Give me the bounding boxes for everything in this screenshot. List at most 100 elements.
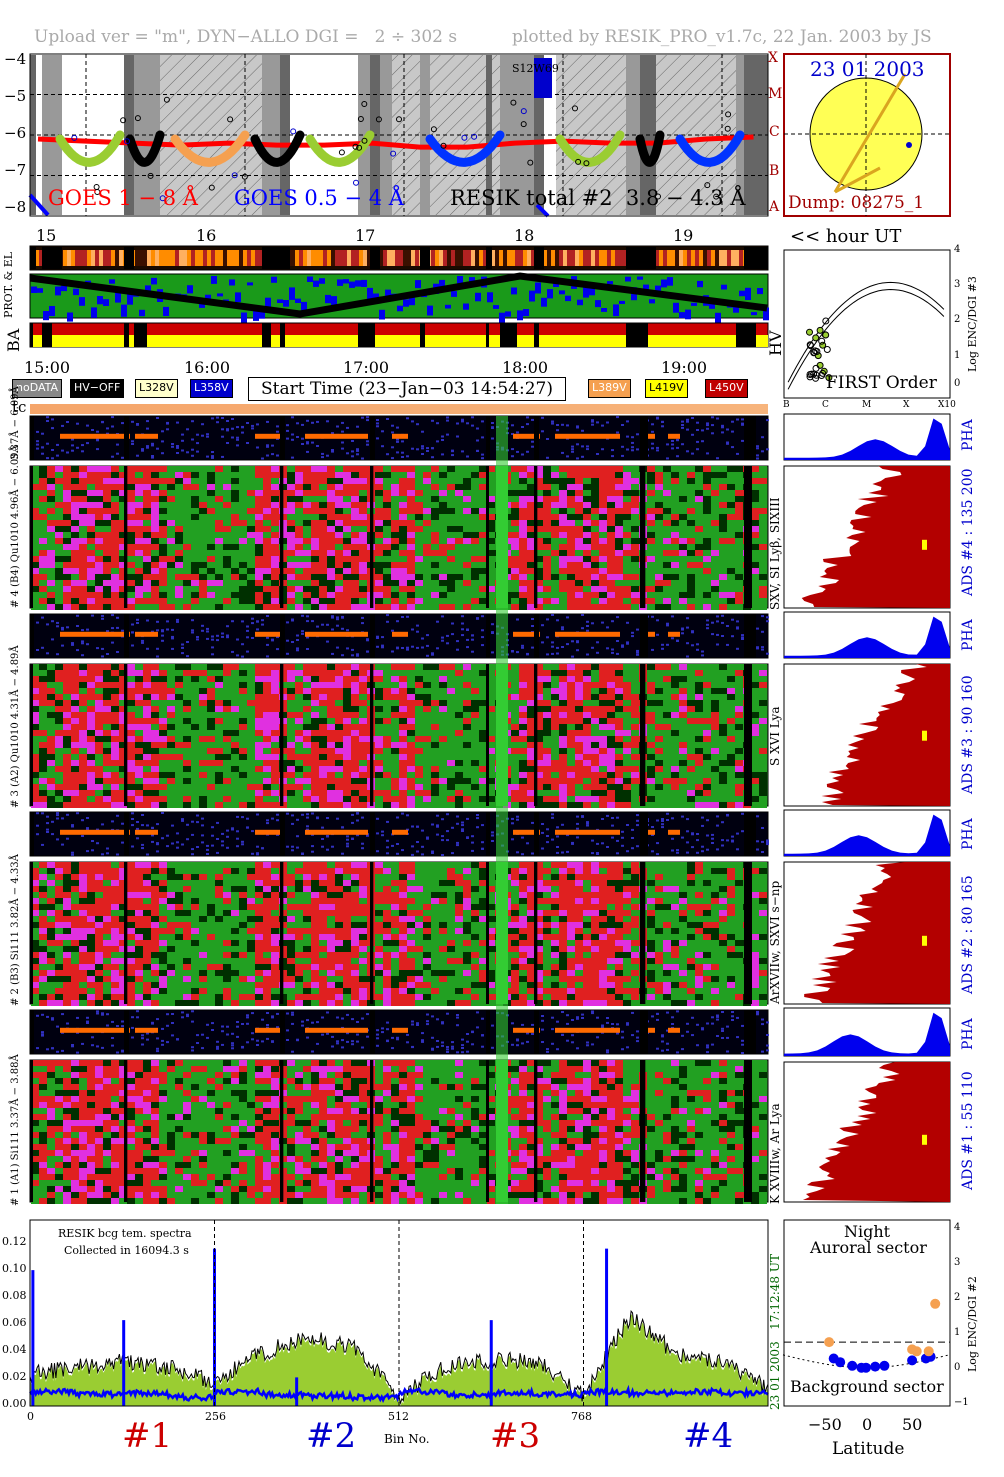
pha-noise: [291, 1022, 294, 1025]
pha-noise: [716, 1015, 719, 1018]
spectro-cell: [95, 682, 103, 688]
pha-noise: [211, 653, 214, 656]
pha-noise: [616, 1032, 619, 1035]
spectro-cell: [71, 490, 79, 496]
pha-noise: [661, 826, 664, 829]
spectro-cell: [647, 580, 655, 586]
pha-noise: [711, 1016, 714, 1019]
spectro-cell: [527, 514, 535, 520]
pha-noise: [541, 416, 544, 419]
status-top-cell: [239, 250, 243, 266]
pha-noise: [271, 1040, 274, 1043]
pha-noise: [156, 417, 159, 419]
pha-noise: [276, 1026, 279, 1029]
pha-noise: [721, 614, 724, 617]
spectro-cell: [727, 544, 735, 550]
prot-blue-cell: [349, 281, 355, 288]
pha-noise: [541, 641, 544, 644]
pha-noise: [156, 1018, 159, 1021]
pha-noise: [591, 1012, 594, 1015]
pha-noise: [346, 1040, 349, 1043]
spectro-cell: [135, 694, 143, 700]
pha-noise: [691, 833, 694, 836]
spectro-cell: [695, 592, 703, 598]
status-top-cell: [591, 250, 595, 266]
spectro-cell: [263, 562, 271, 568]
spectro-cell: [383, 544, 391, 550]
spectro-cell: [39, 586, 47, 592]
spectro-cell: [727, 514, 735, 520]
spectro-cell: [567, 514, 575, 520]
spectro-cell: [271, 466, 279, 472]
spectro-cell: [127, 796, 135, 802]
spectro-cell: [759, 520, 767, 526]
prot-blue-cell: [307, 276, 313, 282]
pha-noise: [376, 425, 379, 428]
pha-noise: [416, 423, 419, 426]
pha-noise: [716, 848, 719, 851]
pha-noise: [431, 852, 434, 854]
spectro-cell: [391, 472, 399, 478]
spectro-cell: [143, 754, 151, 760]
spectro-cell: [671, 598, 679, 604]
resik-point: [120, 117, 127, 124]
pha-noise: [531, 821, 534, 824]
spectro-cell: [303, 478, 311, 484]
pha-noise: [446, 1012, 449, 1015]
spectro-cell: [583, 550, 591, 556]
pha-noise: [326, 454, 329, 457]
pha-noise: [681, 1034, 684, 1037]
pha-noise: [96, 1045, 99, 1048]
spectro-cell: [623, 508, 631, 514]
spectro-cell: [351, 538, 359, 544]
spectro-cell: [647, 598, 655, 604]
pha-noise: [766, 620, 769, 623]
spectro-cell: [103, 586, 111, 592]
spectro-cell: [719, 568, 727, 574]
pha-noise: [321, 1033, 324, 1036]
spectro-cell: [703, 496, 711, 502]
spectro-cell: [63, 796, 71, 802]
status-top-cell: [491, 250, 495, 266]
spectro-cell: [719, 478, 727, 484]
spectro-cell: [191, 568, 199, 574]
status-top-cell: [259, 250, 263, 266]
spectro-cell: [303, 496, 311, 502]
pha-noise: [286, 437, 289, 440]
pha-noise: [701, 816, 704, 819]
spectro-cell: [615, 466, 623, 472]
spectro-cell: [239, 478, 247, 484]
spectro-cell: [271, 520, 279, 526]
spectro-cell: [71, 502, 79, 508]
spectro-cell: [583, 598, 591, 604]
fo-point: [806, 373, 814, 381]
pha-noise: [596, 421, 599, 424]
spectro-cell: [151, 538, 159, 544]
spectro-cell: [175, 706, 183, 712]
spectro-cell: [511, 502, 519, 508]
spectro-cell: [359, 484, 367, 490]
spectro-cell: [95, 688, 103, 694]
spectro-cell: [407, 526, 415, 532]
pha-noise: [616, 839, 619, 842]
spectro-cell: [87, 670, 95, 676]
spectro-cell: [159, 742, 167, 748]
pha-noise: [436, 647, 439, 650]
pha-noise: [241, 431, 244, 434]
spectro-cell: [175, 730, 183, 736]
spectro-cell: [479, 544, 487, 550]
spectro-cell: [111, 502, 119, 508]
spectro-cell: [31, 466, 39, 472]
spectro-cell: [391, 478, 399, 484]
pha-noise: [376, 1044, 379, 1047]
spectro-cell: [191, 748, 199, 754]
spectro-cell: [183, 574, 191, 580]
spectro-cell: [103, 466, 111, 472]
status-top-cell: [479, 250, 483, 266]
pha-noise: [241, 816, 244, 819]
pha-noise: [266, 636, 269, 639]
status-top-cell: [543, 250, 547, 266]
pha-noise: [181, 433, 184, 436]
pha-noise: [341, 1046, 344, 1049]
spectro-cell: [559, 544, 567, 550]
